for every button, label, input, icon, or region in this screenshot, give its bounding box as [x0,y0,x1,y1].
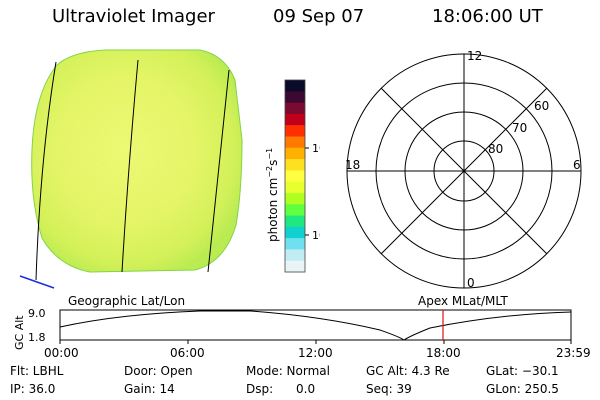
colorbar-cell [285,102,305,115]
polar-label-6: 6 [573,158,581,172]
colorbar-cell [285,226,305,239]
colorbar-cell [285,192,305,205]
time-label: 18:06:00 UT [432,6,543,27]
colorbar-tick-10: 10 [312,229,320,242]
polar-label-12: 12 [467,49,482,63]
info-gain: Gain: 14 [124,382,175,396]
colorbar-cell [285,113,305,126]
colorbar-cell [285,249,305,262]
longitude-line-3 [207,69,230,273]
earth-disk-image [19,49,243,289]
colorbar-axis-label: photon cm−2s−1 [265,148,280,242]
scan-marker-line [19,275,55,289]
colorbar-cell [285,238,305,250]
colorbar-cell [285,215,305,228]
colorbar-gradient [285,80,305,273]
colorbar-cell [285,125,305,137]
timeline-y-top: 9.0 [28,307,46,320]
info-mode: Mode: Normal [246,364,330,378]
colorbar: 100 10 photon cm−2s−1 [265,79,320,273]
timeline-y-bottom: 1.8 [28,331,46,344]
colorbar-cell [285,181,305,194]
colorbar-cell [285,170,305,183]
timeline-left-label: Geographic Lat/Lon [68,294,186,308]
colorbar-cell [285,204,305,217]
info-ip: IP: 36.0 [10,382,56,396]
info-filter: Flt: LBHL [10,364,64,378]
info-seq: Seq: 39 [366,382,412,396]
timeline-tick-1800: 18:00 [426,346,461,360]
colorbar-cell [285,136,305,149]
instrument-title: Ultraviolet Imager [52,6,215,27]
info-door: Door: Open [124,364,193,378]
timeline-frame [59,309,572,341]
colorbar-cell [285,260,305,273]
timeline-tick-0600: 06:00 [170,346,205,360]
timeline-tick-1200: 12:00 [298,346,333,360]
polar-label-80: 80 [488,142,503,156]
info-glon: GLon: 250.5 [486,382,559,396]
colorbar-tick-100: 100 [312,142,320,155]
altitude-curve [59,310,572,341]
date-label: 09 Sep 07 [273,6,365,27]
colorbar-cell [285,147,305,160]
polar-label-0: 0 [467,276,475,290]
polar-diagonal-2 [380,87,548,255]
polar-grid: 12 18 6 0 60 70 80 [345,49,582,290]
longitude-line-2 [121,59,139,273]
timeline-tick-0000: 00:00 [44,346,79,360]
timeline-plot: GC Alt 9.0 1.8 [13,307,572,350]
polar-label-70: 70 [512,121,527,135]
colorbar-cell [285,91,305,104]
polar-label-60: 60 [534,99,549,113]
info-dsp: Dsp: 0.0 [246,382,316,396]
polar-label-18: 18 [345,158,360,172]
colorbar-cell [285,80,305,92]
timeline-tick-2359: 23:59 [556,346,591,360]
longitude-line-1 [35,61,57,281]
colorbar-cell [285,159,305,171]
info-glat: GLat: −30.1 [486,364,559,378]
timeline-right-label: Apex MLat/MLT [418,294,508,308]
info-gc-alt: GC Alt: 4.3 Re [366,364,450,378]
timeline-y-axis-label: GC Alt [13,315,26,350]
